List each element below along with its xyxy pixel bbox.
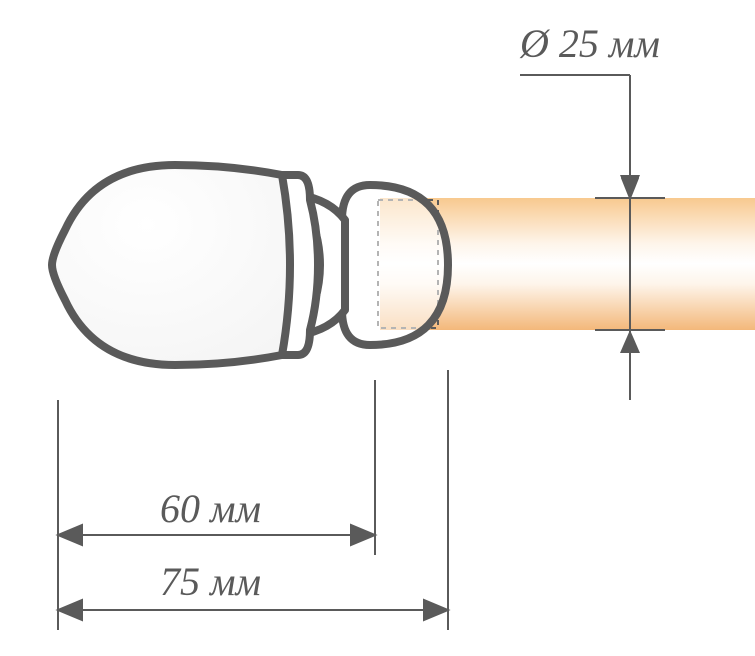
technical-diagram xyxy=(0,0,755,656)
label-75mm: 75 мм xyxy=(160,558,261,605)
label-60mm: 60 мм xyxy=(160,485,261,532)
finial-socket xyxy=(342,185,448,345)
finial-egg xyxy=(52,165,290,365)
label-diameter: Ø 25 мм xyxy=(520,20,660,67)
